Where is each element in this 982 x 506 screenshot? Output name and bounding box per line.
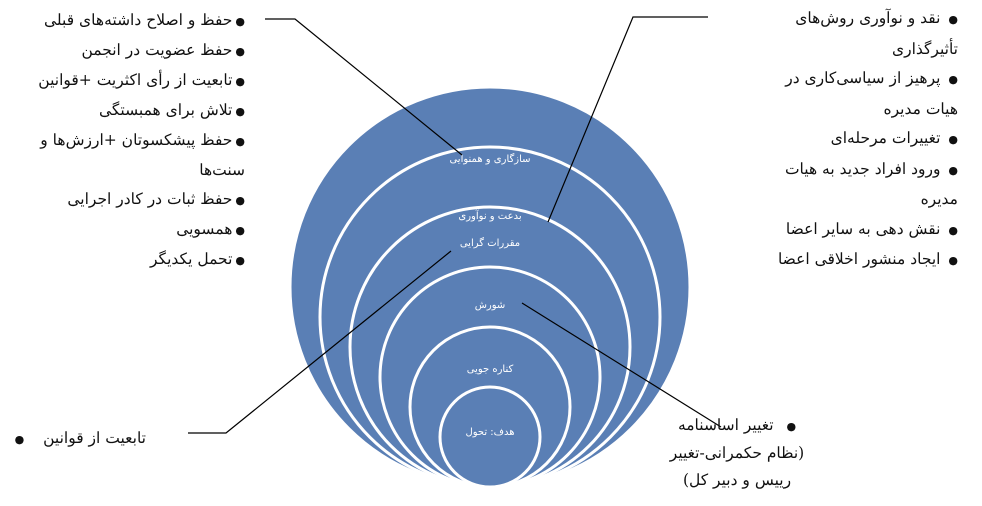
circle-label-innovation: بدعت و نوآوری [458,209,521,222]
circle-inner [438,385,542,489]
bottom-left-label: تابعیت از قوانین ● [14,429,146,447]
connector-right-bottom [521,302,722,428]
circle-label-goal: هدف: تحول [465,427,514,438]
list-item: ●تحمل یکدیگر [150,250,245,268]
list-item: ●حفظ ثبات در کادر اجرایی [67,190,245,208]
list-item: ●تابعیت از رأی اکثریت +قوانین [38,71,245,89]
connector-right-top [547,16,708,223]
list-item-continued: هیات مدیره [883,99,958,118]
list-item: ● نقش دهی به سایر اعضا [785,219,958,238]
bottom-right-line-2: (نظام حکمرانی-تغییر [669,444,805,462]
list-item: ● تغییرات مرحله‌ای [830,129,958,147]
list-item: ● ایجاد منشور اخلاقی اعضا [777,250,958,268]
list-item: ● نقد و نوآوری روش‌های [795,9,958,27]
bottom-right-line-1: ● تغییر اساسنامه [677,416,797,434]
list-item-continued: سنت‌ها [199,161,245,179]
bottom-right-label: ● تغییر اساسنامه (نظام حکمرانی-تغییر ریی… [647,412,827,494]
list-item: ●حفظ پیشکسوتان +ارزش‌ها و [40,131,245,149]
circle-label-rebellion: شورش [475,300,506,311]
left-bullet-list: ●حفظ و اصلاح داشته‌های قبلی ●حفظ عضویت د… [38,6,245,275]
connector-left-top [265,18,463,156]
list-item-continued: مدیره [920,190,958,208]
right-bullet-list: ● نقد و نوآوری روش‌های تأثیرگذاری ● پرهی… [778,4,958,276]
list-item: ●حفظ و اصلاح داشته‌های قبلی [43,11,245,29]
list-item: ●همسویی [176,220,245,238]
bottom-right-line-3: رییس و دبیر کل) [682,471,792,489]
list-item: ●تلاش برای همبستگی [98,101,245,119]
list-item: ●حفظ عضویت در انجمن [81,41,245,59]
list-item-continued: تأثیرگذاری [891,39,958,58]
list-item: ● ورود افراد جدید به هیات [784,159,958,178]
circle-label-ritualism: مقررات گرایی [460,237,520,249]
circle-label-conformity: سازگاری و همنوایی [449,153,530,165]
list-item: ● پرهیز از سیاسی‌کاری در [785,69,958,87]
connector-left-bottom [188,250,452,434]
circle-label-retreatism: کناره جویی [467,364,514,375]
